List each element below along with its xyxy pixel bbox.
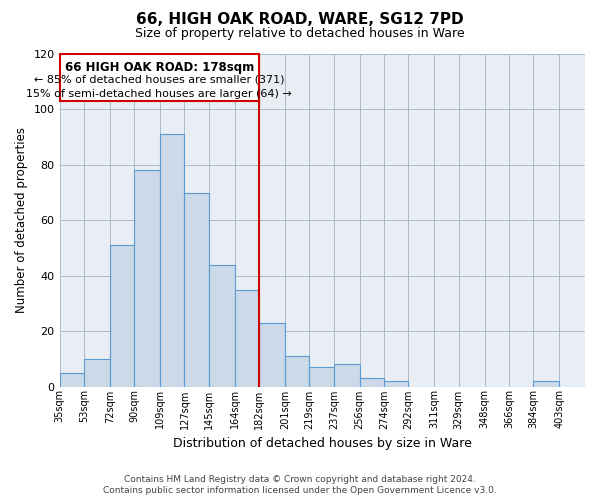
X-axis label: Distribution of detached houses by size in Ware: Distribution of detached houses by size … (173, 437, 472, 450)
Bar (384, 381, 409, 386)
Bar (235, 290, 259, 386)
Text: 66 HIGH OAK ROAD: 178sqm: 66 HIGH OAK ROAD: 178sqm (65, 61, 254, 74)
Bar (533, 381, 559, 386)
Bar (184, 192, 209, 386)
Bar (359, 378, 384, 386)
Text: ← 85% of detached houses are smaller (371): ← 85% of detached houses are smaller (37… (34, 75, 284, 85)
Text: Contains public sector information licensed under the Open Government Licence v3: Contains public sector information licen… (103, 486, 497, 495)
Bar (285, 356, 310, 386)
Text: Contains HM Land Registry data © Crown copyright and database right 2024.: Contains HM Land Registry data © Crown c… (124, 475, 476, 484)
Text: 66, HIGH OAK ROAD, WARE, SG12 7PD: 66, HIGH OAK ROAD, WARE, SG12 7PD (136, 12, 464, 28)
FancyBboxPatch shape (59, 54, 259, 101)
Bar (84, 359, 110, 386)
Bar (209, 264, 235, 386)
Text: 15% of semi-detached houses are larger (64) →: 15% of semi-detached houses are larger (… (26, 88, 292, 99)
Bar (259, 323, 285, 386)
Bar (310, 367, 334, 386)
Bar (110, 245, 134, 386)
Bar (59, 372, 84, 386)
Text: Size of property relative to detached houses in Ware: Size of property relative to detached ho… (135, 28, 465, 40)
Bar (160, 134, 184, 386)
Bar (334, 364, 359, 386)
Y-axis label: Number of detached properties: Number of detached properties (15, 128, 28, 314)
Bar (134, 170, 160, 386)
